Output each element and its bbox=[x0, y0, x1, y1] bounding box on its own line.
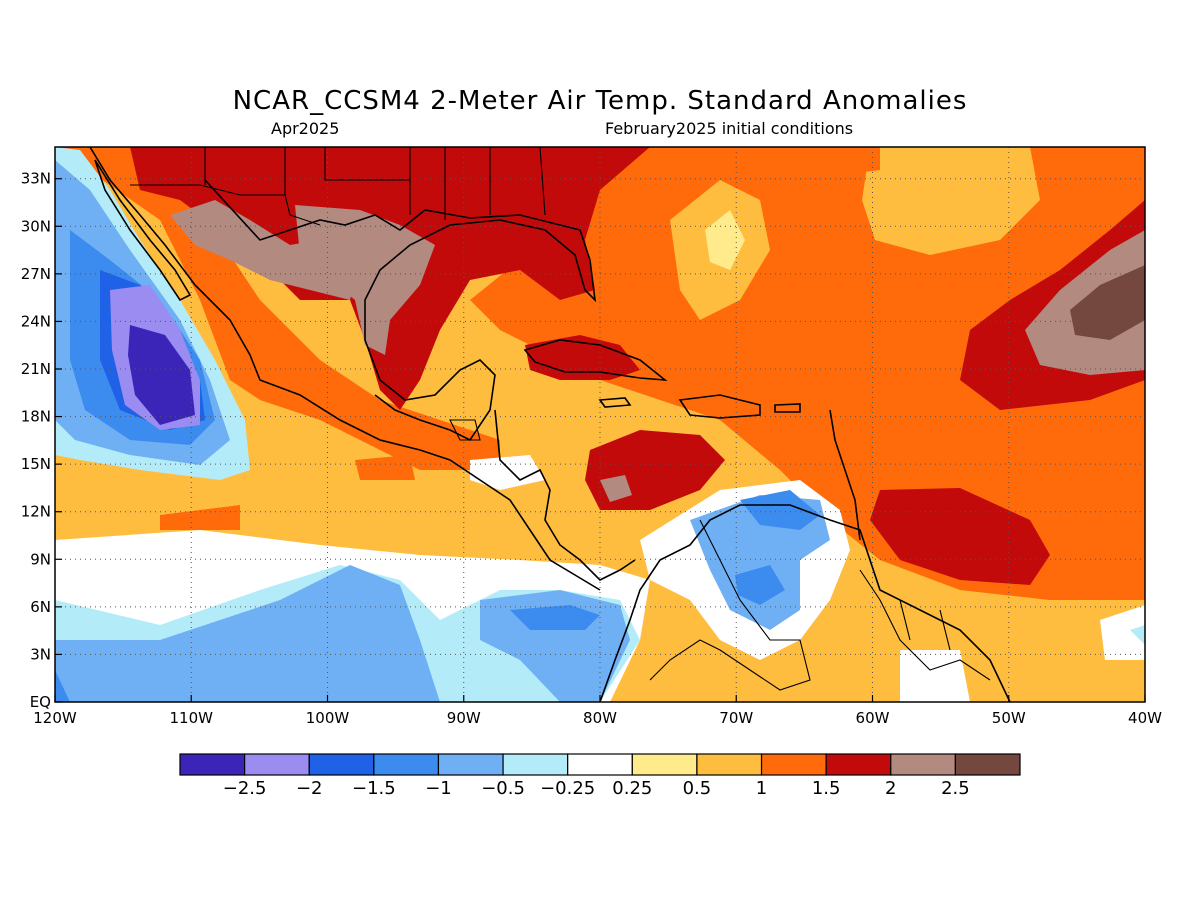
tropical-atlantic-hot-region bbox=[870, 488, 1050, 585]
colorbar-label: −0.5 bbox=[481, 778, 525, 799]
central-america-coast bbox=[494, 409, 636, 581]
initial-conditions: February2025 initial conditions bbox=[605, 119, 854, 138]
colorbar-label: −1.5 bbox=[352, 778, 396, 799]
east-neutral-patch bbox=[1100, 605, 1145, 660]
panama-colder-patch bbox=[510, 605, 600, 630]
colorbar-label: 1.5 bbox=[812, 778, 841, 799]
caribbean-colder-patch bbox=[740, 490, 820, 530]
x-tick-label: 100W bbox=[306, 709, 350, 727]
colorbar-label: −2 bbox=[296, 778, 323, 799]
honduras-neutral-patch bbox=[470, 455, 545, 490]
colorbar-swatch bbox=[954, 753, 1021, 776]
pacific-warm-patch-2 bbox=[355, 455, 415, 480]
grid-lines bbox=[55, 147, 1145, 702]
colorbar-label: −1 bbox=[425, 778, 452, 799]
cuba bbox=[523, 339, 668, 382]
x-tick-label: 80W bbox=[583, 709, 617, 727]
y-tick-label: 3N bbox=[30, 645, 51, 663]
guianas-borders bbox=[859, 569, 991, 681]
texas-very-hot-patch bbox=[295, 205, 435, 355]
us-state-lines bbox=[204, 147, 546, 220]
atlantic-warm-region bbox=[470, 147, 1145, 600]
country-borders bbox=[130, 147, 991, 691]
y-tick-label: 30N bbox=[21, 217, 51, 235]
x-tick-label: 110W bbox=[170, 709, 214, 727]
colorbar-swatch bbox=[244, 753, 310, 776]
y-tick-label: 12N bbox=[21, 503, 51, 521]
y-tick-label: 18N bbox=[21, 408, 51, 426]
colorbar-swatch bbox=[308, 753, 375, 776]
atlantic-north-patch bbox=[800, 147, 880, 175]
east-atlantic-extreme bbox=[1070, 265, 1145, 340]
x-tick-label: 90W bbox=[447, 709, 481, 727]
colorbar: −2.5 −2 −1.5 −1 −0.5 −0.25 0.25 0.5 1 1.5 2 2.5 bbox=[179, 753, 1021, 799]
guiana-neutral-patch bbox=[900, 650, 970, 702]
atlantic-light-patch bbox=[705, 210, 745, 270]
east-cool-patch bbox=[1130, 625, 1145, 645]
atlantic-moderate-patch bbox=[862, 147, 1040, 255]
colorbar-swatch bbox=[631, 753, 698, 776]
colorbar-swatch bbox=[437, 753, 504, 776]
jamaica bbox=[598, 397, 632, 408]
puerto-rico bbox=[774, 403, 801, 413]
coastlines bbox=[89, 147, 1011, 702]
colorbar-swatch bbox=[890, 753, 956, 776]
sw-cold-corner bbox=[55, 670, 70, 702]
colorbar-swatch bbox=[179, 753, 246, 776]
map-title: NCAR_CCSM4 2-Meter Air Temp. Standard An… bbox=[232, 86, 968, 116]
colorbar-label: 0.25 bbox=[612, 778, 652, 799]
mexico-very-hot-patch bbox=[170, 200, 360, 300]
colorbar-label: 2.5 bbox=[941, 778, 970, 799]
x-tick-label: 60W bbox=[856, 709, 890, 727]
south-america-coast bbox=[599, 504, 1011, 702]
forecast-month: Apr2025 bbox=[271, 119, 340, 138]
guatemala-border bbox=[449, 419, 481, 441]
pacific-cold-region bbox=[55, 565, 440, 702]
y-axis: EQ 3N 6N 9N 12N 15N 18N 21N 24N 27N 30N 33N bbox=[21, 170, 62, 711]
colombia-venezuela-border bbox=[649, 519, 811, 691]
orinoco-colder-patch bbox=[735, 565, 785, 605]
colorbar-swatch bbox=[567, 753, 633, 776]
x-tick-label: 50W bbox=[992, 709, 1026, 727]
x-tick-label: 120W bbox=[33, 709, 77, 727]
colorbar-label: 0.5 bbox=[683, 778, 712, 799]
y-tick-label: 27N bbox=[21, 265, 51, 283]
y-tick-label: 6N bbox=[30, 598, 51, 616]
colorbar-swatch bbox=[696, 753, 763, 776]
x-axis: 120W 110W 100W 90W 80W 70W 60W 50W 40W bbox=[33, 695, 1162, 727]
baja-extreme-cold bbox=[128, 325, 195, 425]
colorbar-swatch bbox=[760, 753, 827, 776]
y-tick-label: 24N bbox=[21, 312, 51, 330]
y-tick-label: 21N bbox=[21, 360, 51, 378]
y-tick-label: 15N bbox=[21, 455, 51, 473]
lesser-antilles bbox=[829, 409, 861, 541]
caribbean-very-hot bbox=[600, 475, 632, 502]
colorbar-label: −0.25 bbox=[540, 778, 595, 799]
mexico-warm-region bbox=[55, 147, 500, 470]
x-tick-label: 40W bbox=[1128, 709, 1162, 727]
y-tick-label: 33N bbox=[21, 170, 51, 188]
anomaly-field bbox=[55, 147, 1145, 702]
x-tick-label: 70W bbox=[719, 709, 753, 727]
us-mexico-border bbox=[130, 184, 321, 226]
colorbar-swatch bbox=[502, 753, 569, 776]
colorbar-swatch bbox=[825, 753, 892, 776]
gulf-coast bbox=[204, 179, 597, 442]
mexico-west-coast bbox=[89, 147, 601, 591]
hispaniola bbox=[678, 394, 761, 419]
colorbar-label: −2.5 bbox=[223, 778, 267, 799]
colorbar-label: 2 bbox=[885, 778, 896, 799]
colorbar-swatch bbox=[373, 753, 440, 776]
baja-peninsula bbox=[94, 159, 192, 302]
y-tick-label: 9N bbox=[30, 550, 51, 568]
y-tick-label: EQ bbox=[30, 693, 51, 711]
colorbar-label: 1 bbox=[756, 778, 767, 799]
